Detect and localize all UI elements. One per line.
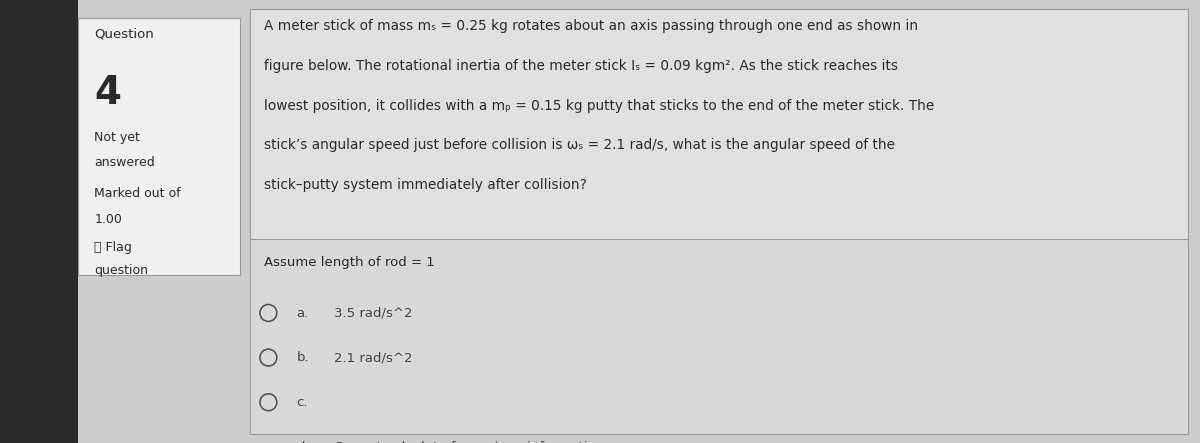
Text: Question: Question: [95, 28, 154, 41]
Text: A meter stick of mass mₛ = 0.25 kg rotates about an axis passing through one end: A meter stick of mass mₛ = 0.25 kg rotat…: [264, 19, 918, 34]
Text: question: question: [95, 264, 149, 277]
Text: ⱐ Flag: ⱐ Flag: [95, 241, 132, 254]
Text: lowest position, it collides with a mₚ = 0.15 kg putty that sticks to the end of: lowest position, it collides with a mₚ =…: [264, 99, 934, 113]
Text: Not yet: Not yet: [95, 131, 140, 144]
Text: 2.1 rad/s^2: 2.1 rad/s^2: [334, 351, 413, 364]
Text: stick–putty system immediately after collision?: stick–putty system immediately after col…: [264, 178, 587, 192]
Text: 3.5 rad/s^2: 3.5 rad/s^2: [334, 307, 413, 319]
Text: Cannot calculate from given information: Cannot calculate from given information: [334, 440, 604, 443]
Text: figure below. The rotational inertia of the meter stick Iₛ = 0.09 kgm². As the s: figure below. The rotational inertia of …: [264, 59, 898, 73]
Text: 1.00: 1.00: [95, 213, 122, 226]
Text: d.: d.: [296, 440, 310, 443]
Text: a.: a.: [296, 307, 308, 319]
Text: b.: b.: [296, 351, 310, 364]
Bar: [250, 9, 1188, 238]
Text: Marked out of: Marked out of: [95, 187, 181, 200]
Text: 4: 4: [95, 74, 121, 112]
Text: c.: c.: [296, 396, 308, 409]
Text: Assume length of rod = 1: Assume length of rod = 1: [264, 256, 434, 268]
Text: stick’s angular speed just before collision is ωₛ = 2.1 rad/s, what is the angul: stick’s angular speed just before collis…: [264, 138, 895, 152]
Text: answered: answered: [95, 156, 155, 170]
